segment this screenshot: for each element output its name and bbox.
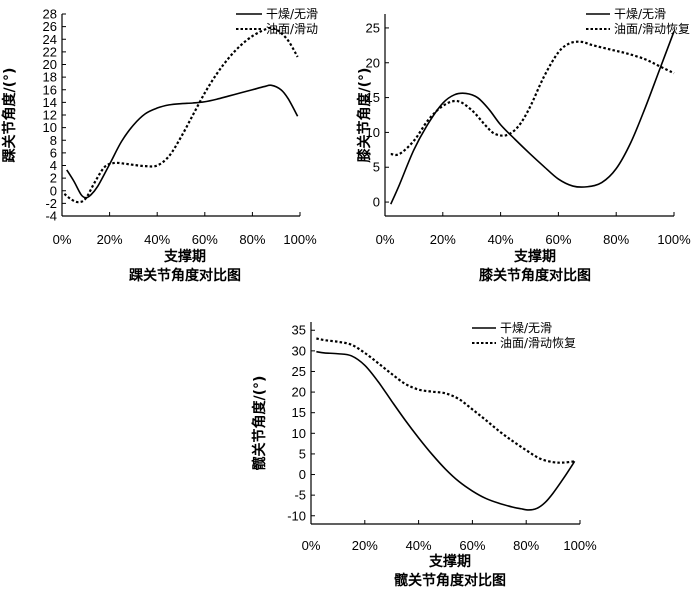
ankle-y-tick-label: 8 — [50, 133, 57, 148]
knee-series-oily-line — [390, 40, 675, 157]
hip-x-tick-label: 20% — [352, 538, 378, 553]
hip-x-tick-label: 60% — [459, 538, 485, 553]
knee-y-tick-label: 10 — [366, 125, 380, 140]
ankle-y-tick-label: 28 — [43, 7, 57, 22]
hip-y-tick-label: 0 — [299, 467, 306, 482]
knee-x-tick-label: 80% — [603, 232, 629, 247]
hip-series-dry-line — [316, 350, 576, 511]
ankle-y-tick-label: 18 — [43, 70, 57, 85]
ankle-y-tick-label: 6 — [50, 145, 57, 160]
hip-y-tick-label: 20 — [292, 385, 306, 400]
ankle-y-tick-label: 12 — [43, 108, 57, 123]
ankle-y-tick-label: 0 — [50, 183, 57, 198]
hip-x-tick-label: 100% — [563, 538, 597, 553]
ankle-y-tick-label: 20 — [43, 57, 57, 72]
knee-y-tick-label: 0 — [373, 195, 380, 210]
hip-x-tick-label: 40% — [406, 538, 432, 553]
knee-y-tick-label: 5 — [373, 160, 380, 175]
hip-y-tick-label: 30 — [292, 343, 306, 358]
ankle-y-tick-label: 2 — [50, 171, 57, 186]
hip-legend-label: 油面/滑动恢复 — [500, 336, 576, 350]
ankle-series-oily-line — [63, 26, 299, 204]
ankle-y-tick-label: 22 — [43, 44, 57, 59]
ankle-x-tick-label: 100% — [283, 232, 317, 247]
hip-series-oily-line — [316, 337, 575, 464]
hip-y-tick-label: -5 — [294, 488, 306, 503]
ankle-x-axis-title: 支撑期 — [163, 248, 206, 265]
knee-y-tick-label: 20 — [366, 55, 380, 70]
ankle-x-tick-label: 40% — [144, 232, 170, 247]
ankle-y-tick-label: 4 — [50, 158, 57, 173]
hip-x-tick-label: 80% — [513, 538, 539, 553]
hip-caption: 髋关节角度对比图 — [394, 572, 506, 589]
knee-series-dry-line — [390, 31, 675, 205]
hip-x-tick-label: 0% — [302, 538, 321, 553]
ankle-y-axis-title: 踝关节角度/(°) — [1, 68, 18, 163]
knee-x-tick-label: 0% — [376, 232, 395, 247]
ankle-legend-label: 干燥/无滑 — [266, 7, 318, 21]
hip-legend-label: 干燥/无滑 — [500, 321, 552, 335]
hip-chart: -10 -5 0 5 10 15 20 25 30 35 0% 20% 40% 60% 80% 100% 支撑期… — [251, 321, 597, 589]
knee-x-tick-label: 20% — [430, 232, 456, 247]
knee-y-axis-title: 膝关节角度/(°) — [356, 68, 373, 163]
ankle-y-tick-label: 16 — [43, 82, 57, 97]
knee-legend-label: 干燥/无滑 — [614, 7, 666, 21]
hip-y-tick-label: 5 — [299, 446, 306, 461]
ankle-series-dry-line — [66, 84, 299, 199]
ankle-y-tick-label: 14 — [43, 95, 57, 110]
knee-x-tick-label: 100% — [657, 232, 691, 247]
hip-x-axis-title: 支撑期 — [428, 553, 471, 570]
hip-y-axis-title: 髋关节角度/(°) — [251, 376, 268, 471]
knee-legend-label: 油面/滑动恢复 — [614, 22, 690, 36]
hip-y-tick-label: -10 — [287, 508, 306, 523]
ankle-x-tick-label: 60% — [192, 232, 218, 247]
hip-y-tick-label: 25 — [292, 364, 306, 379]
hip-y-tick-label: 35 — [292, 323, 306, 338]
knee-x-tick-label: 40% — [488, 232, 514, 247]
knee-caption: 膝关节角度对比图 — [479, 267, 591, 284]
ankle-x-tick-label: 0% — [53, 232, 72, 247]
ankle-x-tick-label: 80% — [239, 232, 265, 247]
knee-x-tick-label: 60% — [545, 232, 571, 247]
knee-y-tick-label: 25 — [366, 20, 380, 35]
ankle-y-tick-label: 24 — [43, 32, 57, 47]
knee-x-axis-title: 支撑期 — [513, 248, 556, 265]
ankle-y-tick-label: 26 — [43, 19, 57, 34]
hip-y-tick-label: 10 — [292, 426, 306, 441]
ankle-legend-label: 油面/滑动 — [266, 22, 318, 36]
knee-chart: 0 5 10 15 20 25 0% 20% 40% 60% 80% 100% 支撑期 膝关节角度/(°)… — [356, 7, 691, 284]
ankle-y-tick-label: 10 — [43, 120, 57, 135]
knee-y-tick-label: 15 — [366, 90, 380, 105]
hip-y-tick-label: 15 — [292, 405, 306, 420]
ankle-y-tick-label: -2 — [45, 196, 57, 211]
ankle-caption: 踝关节角度对比图 — [129, 267, 241, 284]
ankle-x-tick-label: 20% — [97, 232, 123, 247]
ankle-y-tick-label: -4 — [45, 209, 57, 224]
